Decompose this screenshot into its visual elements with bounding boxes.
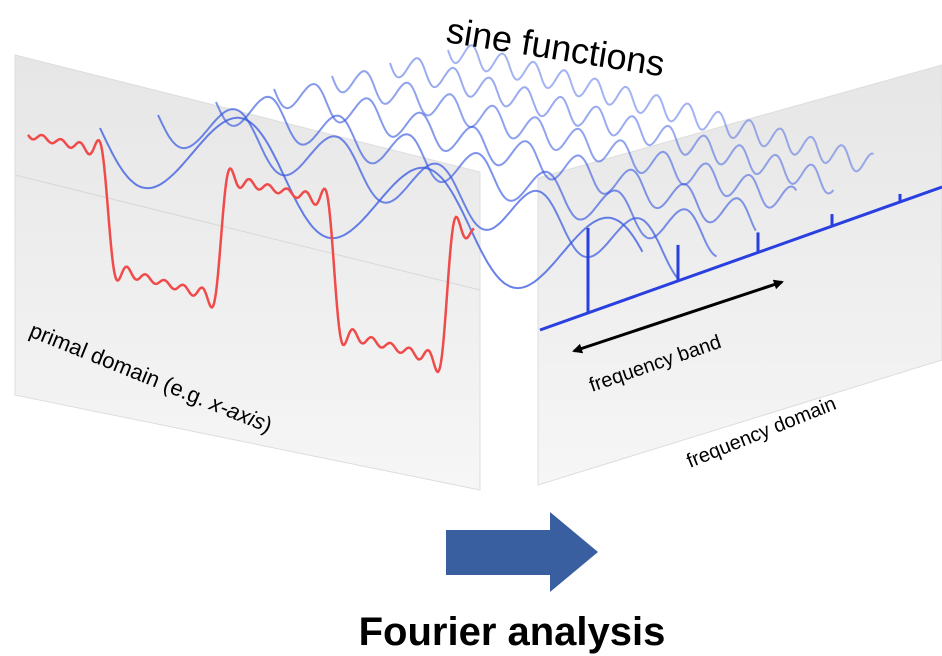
frequency-panel xyxy=(537,64,942,486)
caption: Fourier analysis xyxy=(359,610,666,654)
sine-wave xyxy=(331,70,798,209)
panel-line xyxy=(14,174,481,291)
sine-wave xyxy=(157,108,679,279)
sine-wave xyxy=(447,44,874,173)
primal-panel xyxy=(14,54,481,491)
transform-arrow xyxy=(446,512,598,592)
sine-wave xyxy=(389,57,835,195)
title: sine functions xyxy=(444,9,668,84)
signal xyxy=(26,133,475,374)
sine-waves xyxy=(99,44,874,290)
sine-wave xyxy=(273,82,757,232)
sine-wave xyxy=(99,116,644,290)
band-arrow xyxy=(572,279,784,354)
sine-wave xyxy=(215,95,718,258)
